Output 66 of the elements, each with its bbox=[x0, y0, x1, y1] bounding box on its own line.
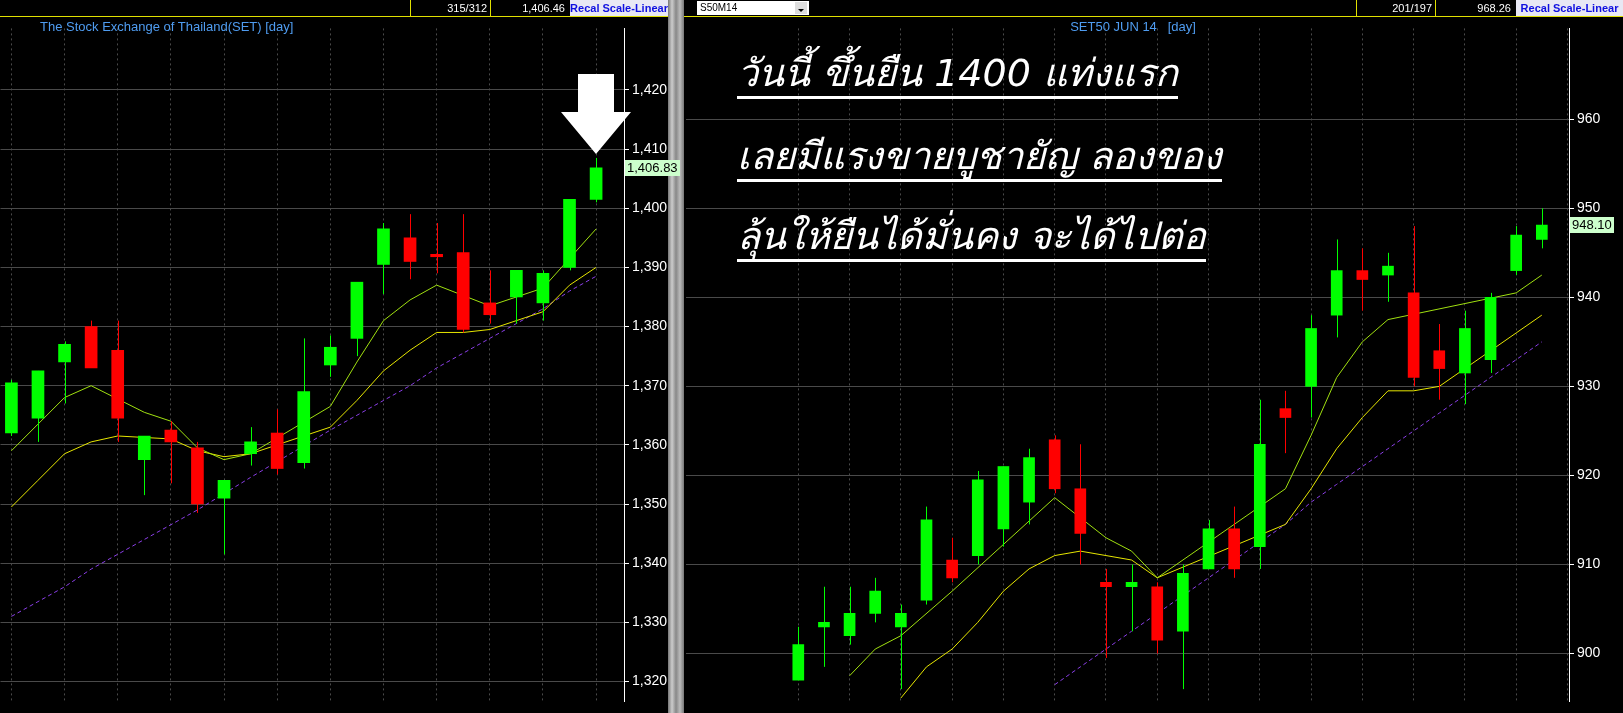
candlestick bbox=[483, 269, 497, 325]
candlestick bbox=[1048, 434, 1061, 494]
candlestick bbox=[1023, 448, 1035, 525]
candlestick bbox=[58, 340, 71, 404]
text: 1,406.83 bbox=[625, 159, 680, 176]
y-tick-label: 1,340 bbox=[632, 554, 668, 571]
candlestick bbox=[869, 577, 882, 623]
candlestick bbox=[1074, 443, 1087, 565]
y-tick-label: 1,380 bbox=[632, 317, 668, 334]
y-tick-label: 1,420 bbox=[632, 80, 668, 97]
y-tick-label: 1,410 bbox=[632, 139, 668, 156]
text: 968.26 bbox=[1435, 0, 1514, 16]
y-tick-label: 930 bbox=[1577, 377, 1601, 394]
candlestick bbox=[1228, 506, 1240, 579]
y-tick-label: 1,390 bbox=[632, 258, 668, 275]
candlestick bbox=[244, 426, 257, 467]
chart-title: SET50 JUN 14 [day] bbox=[1070, 19, 1196, 34]
text: S50M14 bbox=[697, 1, 809, 15]
candlestick bbox=[430, 222, 443, 274]
chart-title: The Stock Exchange of Thailand(SET) [day] bbox=[40, 19, 294, 34]
text: Recal Scale-Linear bbox=[1516, 0, 1623, 16]
candlestick bbox=[1510, 225, 1523, 276]
candlestick bbox=[111, 320, 125, 443]
candlestick bbox=[1253, 399, 1266, 570]
candlestick bbox=[191, 441, 204, 514]
candlestick bbox=[895, 604, 907, 690]
y-tick-label: 1,330 bbox=[632, 613, 668, 630]
candlestick bbox=[377, 222, 390, 295]
candlestick bbox=[323, 334, 337, 378]
y-tick-label: 1,350 bbox=[632, 494, 668, 511]
y-tick-label: 910 bbox=[1577, 555, 1601, 572]
text: Recal Scale-Linear bbox=[570, 0, 668, 16]
y-tick-label: 950 bbox=[1577, 199, 1601, 216]
text: 1,406.46 bbox=[490, 0, 568, 16]
candlestick bbox=[1535, 207, 1548, 249]
candlestick bbox=[792, 626, 805, 681]
candlestick bbox=[297, 337, 311, 470]
candlestick bbox=[563, 198, 576, 271]
candlestick bbox=[510, 269, 523, 325]
text: 315/312 bbox=[410, 0, 490, 16]
candlestick bbox=[971, 470, 984, 565]
candlestick bbox=[818, 586, 830, 668]
text: 948.10 bbox=[1570, 217, 1614, 234]
y-tick-label: 960 bbox=[1577, 110, 1601, 127]
line-series bbox=[1054, 341, 1543, 686]
candlestick bbox=[1177, 563, 1189, 690]
candlestick bbox=[456, 213, 470, 333]
candlestick bbox=[1100, 568, 1112, 659]
y-tick-label: 1,370 bbox=[632, 376, 668, 393]
y-tick-label: 900 bbox=[1577, 644, 1601, 661]
candlestick bbox=[1151, 581, 1164, 655]
y-tick-label: 1,360 bbox=[632, 435, 668, 452]
candlestick bbox=[137, 435, 151, 496]
line-series bbox=[10, 275, 597, 617]
candlestick bbox=[1305, 314, 1317, 419]
candlestick bbox=[5, 379, 18, 437]
y-tick-label: 1,400 bbox=[632, 199, 668, 216]
y-tick-label: 1,320 bbox=[632, 672, 668, 689]
candlestick bbox=[1433, 323, 1446, 401]
y-tick-label: 920 bbox=[1577, 466, 1601, 483]
candlestick bbox=[1330, 238, 1343, 338]
candlestick bbox=[1459, 310, 1471, 405]
y-tick-label: 940 bbox=[1577, 288, 1601, 305]
text: 201/197 bbox=[1356, 0, 1435, 16]
annotation: เลยมีแรงขายบูชายัญ ลองของ bbox=[737, 133, 1223, 182]
candlestick bbox=[946, 537, 958, 583]
